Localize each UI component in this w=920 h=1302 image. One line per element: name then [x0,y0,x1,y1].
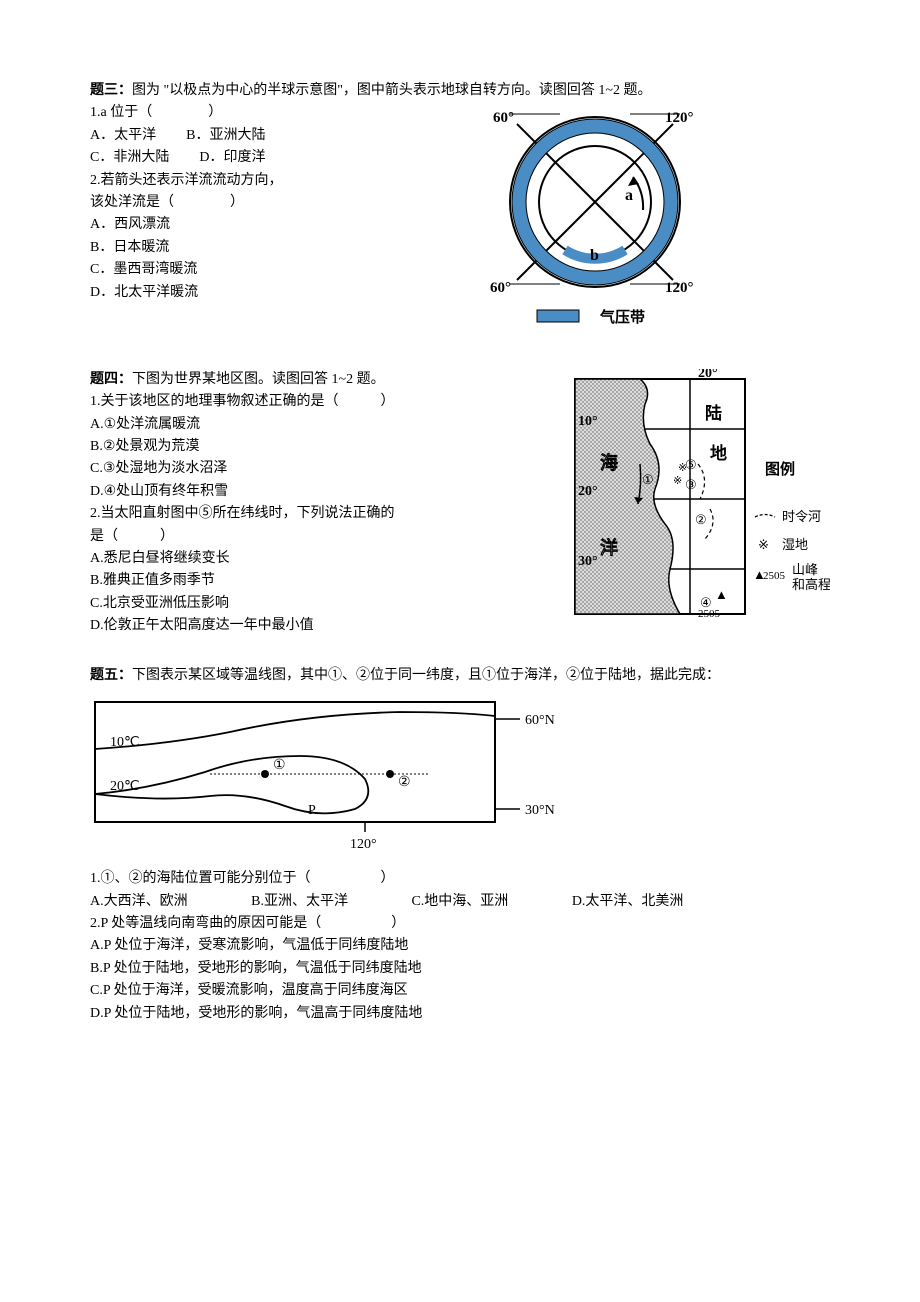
q4-header: 题四： [90,372,132,387]
q5-2c: C.P 处位于海洋，受暖流影响，温度高于同纬度海区 [90,980,830,1002]
q3-deg120a: 120° [665,110,694,126]
q4-lat30: 30° [578,554,598,569]
q5-t20: 20℃ [110,779,140,794]
q3-deg120b: 120° [665,280,694,296]
q3-p1: 1.a 位于（ ） [90,102,340,124]
q5-2b: B.P 处位于陆地，受地形的影响，气温低于同纬度陆地 [90,958,830,980]
q4-p2b: 是（ ） [90,526,555,548]
q4-lat10: 10° [578,414,598,429]
q4-1b: B.②处景观为荒漠 [90,436,555,458]
q3-p2b: 该处洋流是（ ） [90,192,340,214]
q3-1b: B．亚洲大陆 [186,125,265,147]
q5-m1: ① [273,758,286,773]
q4-leg-peak-num: 2505 [763,570,786,582]
q4-lat20b: 20° [578,484,598,499]
q4-1d: D.④处山顶有终年积雪 [90,481,555,503]
q5-P: P [308,803,316,818]
q5-1d: D.太平洋、北美洲 [572,891,684,913]
q3-header: 题三： [90,83,132,98]
q4-figure: 20° 10° 20° 30° 海 洋 陆 地 ① ② ③ ※ ※ ⑤ ④ ▲ … [570,369,830,638]
q5-lon: 120° [350,837,377,852]
q3-legend: 气压带 [599,308,645,326]
q4-leg-wet: 湿地 [782,537,808,552]
q3-intro-text: 图为 "以极点为中心的半球示意图"，图中箭头表示地球自转方向。读图回答 1~2 … [132,83,652,98]
q3-figure: a b 60° 120° 60° 120° 气压带 [360,102,830,340]
q5-1a: A.大西洋、欧洲 [90,891,188,913]
q4-2b: B.雅典正值多雨季节 [90,570,555,592]
q5-header: 题五： [90,668,132,683]
q4-p1: 1.关于该地区的地理事物叙述正确的是（ ） [90,391,555,413]
q4-leg-peak2: 和高程 [792,577,830,592]
q4-intro-text: 下图为世界某地区图。读图回答 1~2 题。 [132,372,385,387]
q4-leg-wet-sym: ※ [758,537,769,552]
q3-p2: 2.若箭头还表示洋流流动方向， [90,170,340,192]
question-3: 题三：图为 "以极点为中心的半球示意图"，图中箭头表示地球自转方向。读图回答 1… [90,80,830,341]
q3-1d: D．印度洋 [199,147,265,169]
q4-tri: ▲ [715,587,728,602]
svg-text:※: ※ [673,475,682,487]
q5-2a: A.P 处位于海洋，受寒流影响，气温低于同纬度陆地 [90,935,830,957]
q3-label-a: a [625,187,633,204]
q4-1a: A.①处洋流属暖流 [90,414,555,436]
question-4: 题四：下图为世界某地区图。读图回答 1~2 题。 1.关于该地区的地理事物叙述正… [90,369,830,638]
q3-2c: C．墨西哥湾暖流 [90,259,340,281]
q3-2a: A．西风漂流 [90,214,340,236]
q3-2b: B．日本暖流 [90,237,340,259]
q3-1c: C．非洲大陆 [90,147,169,169]
q3-text-col: 1.a 位于（ ） A．太平洋 B．亚洲大陆 C．非洲大陆 D．印度洋 2.若箭… [90,102,340,340]
question-5: 题五：下图表示某区域等温线图，其中①、②位于同一纬度，且①位于海洋，②位于陆地，… [90,665,830,1025]
q4-peak: 2505 [698,608,721,620]
q4-lat20t: 20° [698,369,718,381]
q3-intro: 题三：图为 "以极点为中心的半球示意图"，图中箭头表示地球自转方向。读图回答 1… [90,80,830,102]
q3-deg60b: 60° [490,280,511,296]
q4-p2: 2.当太阳直射图中⑤所在纬线时，下列说法正确的 [90,503,555,525]
q3-deg60a: 60° [493,110,514,126]
q5-intro-text: 下图表示某区域等温线图，其中①、②位于同一纬度，且①位于海洋，②位于陆地，据此完… [132,668,720,683]
q5-figure: 60°N 30°N 120° 10℃ 20℃ ① ② P [90,694,830,862]
q5-t10: 10℃ [110,735,140,750]
q5-p2: 2.P 处等温线向南弯曲的原因可能是（ ） [90,913,830,935]
q5-2d: D.P 处位于陆地，受地形的影响，气温高于同纬度陆地 [90,1003,830,1025]
q4-land2: 地 [710,443,727,463]
q4-leg-peak1: 山峰 [792,562,818,577]
q5-m2: ② [398,775,411,790]
q3-2d: D．北太平洋暖流 [90,282,340,304]
q4-ocean: 洋 [600,537,618,558]
q5-p1: 1.①、②的海陆位置可能分别位于（ ） [90,868,830,890]
q4-land1: 陆 [705,404,722,423]
q5-1c: C.地中海、亚洲 [411,891,508,913]
q3-1a: A．太平洋 [90,125,156,147]
q4-1c: C.③处湿地为淡水沼泽 [90,458,555,480]
q4-2c: C.北京受亚洲低压影响 [90,593,555,615]
q4-2a: A.悉尼白昼将继续变长 [90,548,555,570]
q4-m1: ① [642,472,654,487]
q5-p1-options: A.大西洋、欧洲 B.亚洲、太平洋 C.地中海、亚洲 D.太平洋、北美洲 [90,891,830,913]
q4-m2: ② [695,512,707,527]
q4-m3: ③ [685,477,697,492]
q4-2d: D.伦敦正午太阳高度达一年中最小值 [90,615,555,637]
q4-legend-title: 图例 [765,460,795,478]
q4-text-col: 题四：下图为世界某地区图。读图回答 1~2 题。 1.关于该地区的地理事物叙述正… [90,369,555,638]
q5-n30: 30°N [525,803,555,818]
q5-1b: B.亚洲、太平洋 [251,891,348,913]
q5-n60: 60°N [525,713,555,728]
q3-label-b: b [590,247,599,264]
q4-leg-river: 时令河 [782,509,821,524]
q4-sea: 海 [600,452,618,473]
q4-m5: ⑤ [685,457,697,472]
